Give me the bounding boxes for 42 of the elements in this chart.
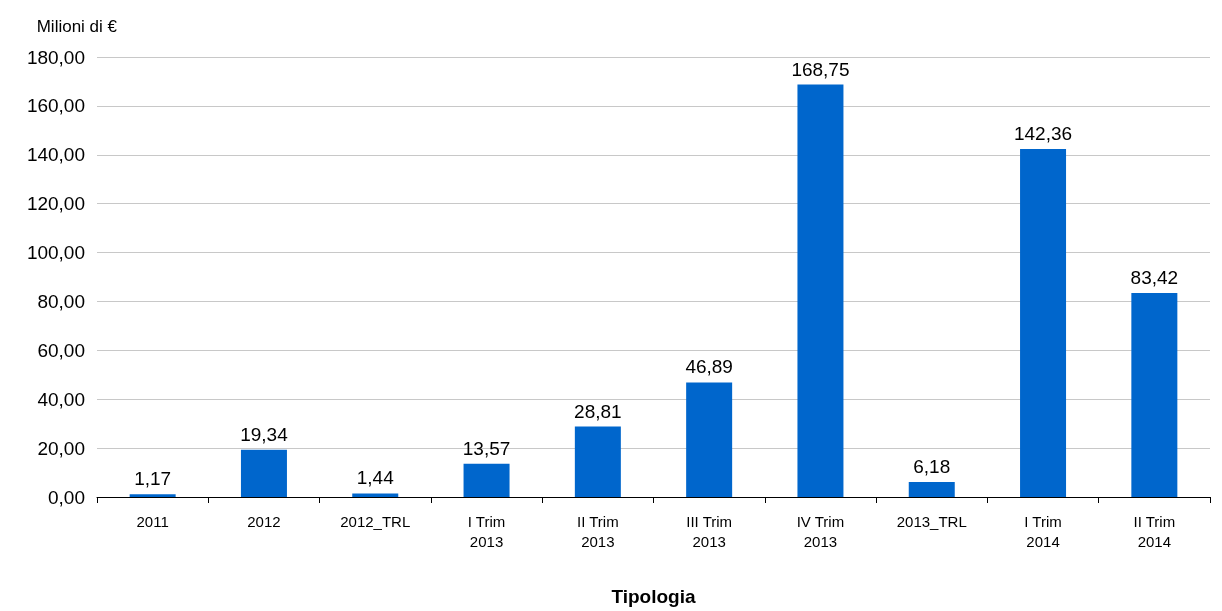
y-tick-label: 80,00 [37,290,85,312]
y-tick-label: 100,00 [26,242,85,264]
data-label: 83,42 [1130,267,1179,289]
y-tick-label: 180,00 [26,46,85,68]
bar [908,481,955,497]
data-label: 28,81 [574,400,622,422]
data-label: 13,57 [462,437,511,459]
data-label: 1,44 [356,467,395,489]
bar [797,84,844,497]
y-tick-label: 120,00 [26,193,85,215]
x-tick-label: 2011 [136,512,169,530]
x-tick-label: I Trim 2014 [1024,512,1062,550]
data-label: 19,34 [240,423,289,445]
bar [352,493,399,497]
bar [129,494,176,497]
bar [463,463,510,497]
bar [686,382,733,497]
data-label: 1,17 [134,468,172,490]
bar [574,426,621,497]
y-tick-label: 0,00 [48,486,85,508]
data-label: 6,18 [913,455,951,477]
y-tick-label: 160,00 [26,95,85,117]
x-tick-label: II Trim 2013 [577,512,619,550]
x-axis-title: Tipologia [611,586,696,607]
x-tick-label: III Trim 2013 [686,512,733,550]
bar [1131,293,1178,497]
data-label: 46,89 [685,356,733,378]
y-tick-label: 40,00 [37,388,85,410]
x-tick-label: 2013_TRL [896,512,967,530]
x-tick-label: IV Trim 2013 [796,512,845,550]
y-tick-label: 140,00 [26,144,85,166]
x-tick-label: II Trim 2014 [1133,512,1176,550]
y-axis-title: Milioni di € [36,17,118,36]
bar [240,449,287,497]
x-tick-label: 2012 [247,512,281,530]
bar [1020,149,1067,497]
x-tick-label: 2012_TRL [340,512,411,530]
y-tick-label: 60,00 [37,339,85,361]
y-tick-label: 20,00 [37,437,85,459]
data-label: 168,75 [791,58,850,80]
data-label: 142,36 [1013,123,1073,145]
x-tick-label: I Trim 2013 [467,512,506,550]
